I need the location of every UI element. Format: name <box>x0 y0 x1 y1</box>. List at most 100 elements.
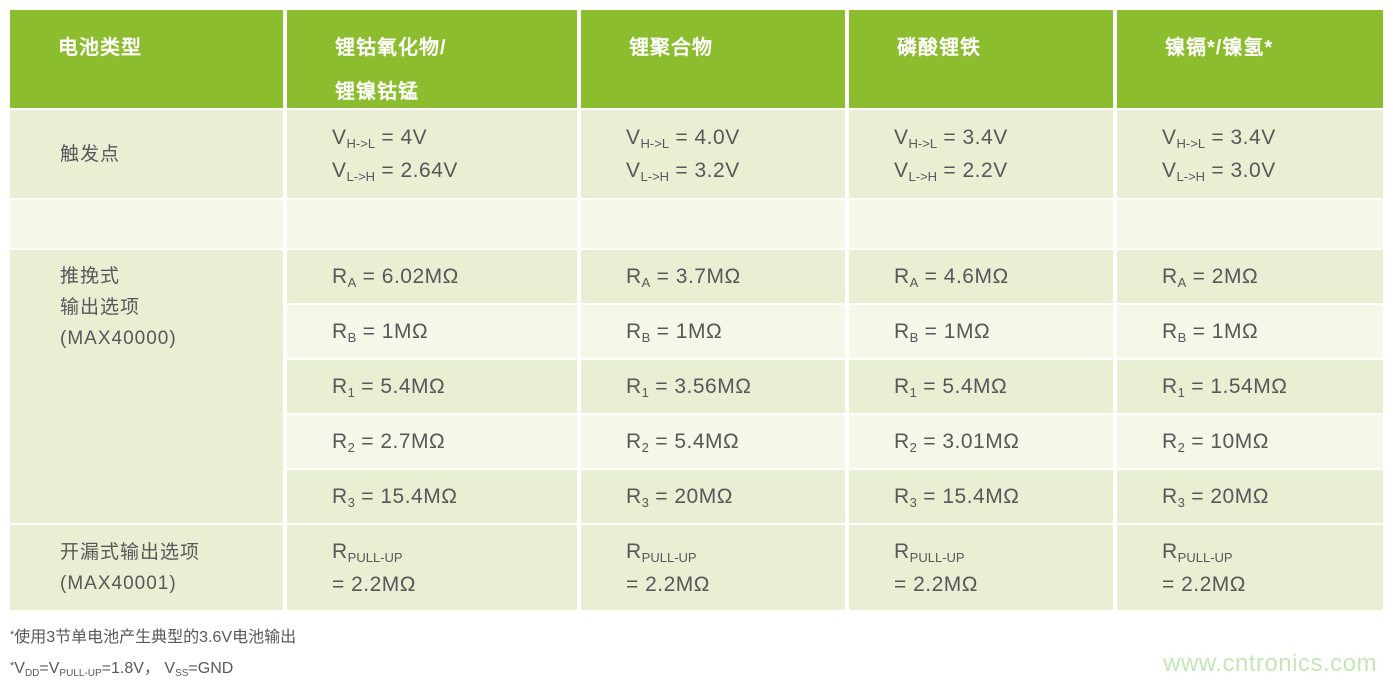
header-cell-nicd-nimh: 镍镉*/镍氢* <box>1117 10 1383 108</box>
ra-cell-col3: RA = 4.6MΩ <box>849 250 1113 303</box>
formula-symbol: R <box>332 375 348 398</box>
header-cell-lipo: 锂聚合物 <box>581 10 845 108</box>
formula-subscript: SS <box>175 668 189 679</box>
formula-subscript: 1 <box>347 385 355 400</box>
vlh-formula: VL->H = 2.64V <box>332 154 577 187</box>
formula-symbol: R <box>626 539 642 563</box>
formula-subscript: B <box>1177 330 1187 345</box>
r3-cell-col3: R3 = 15.4MΩ <box>849 470 1113 523</box>
formula-symbol: R <box>894 430 910 453</box>
header-cell-lifepo4: 磷酸锂铁 <box>849 10 1113 108</box>
formula-symbol: R <box>1162 430 1178 453</box>
vhl-formula: VH->L = 4V <box>332 121 577 154</box>
formula-subscript: 2 <box>641 440 649 455</box>
formula-subscript: 1 <box>641 385 649 400</box>
label-line: 推挽式 <box>60 266 121 287</box>
formula-value: = 2.2MΩ <box>1162 572 1246 596</box>
formula-subscript: B <box>641 330 651 345</box>
formula-value: = 5.4MΩ <box>354 375 446 398</box>
rb-formula: RB = 1MΩ <box>332 315 577 348</box>
r2-cell-col3: R2 = 3.01MΩ <box>849 415 1113 468</box>
formula-symbol: V <box>1162 159 1177 182</box>
formula-subscript: H->L <box>640 136 670 151</box>
formula-symbol: R <box>626 265 642 288</box>
trigger-cell-col1: VH->L = 4V VL->H = 2.64V <box>287 110 577 198</box>
footnote-text: =1.8V， V <box>101 660 176 677</box>
r1-formula: R1 = 5.4MΩ <box>894 370 1113 403</box>
formula-subscript: L->H <box>908 169 938 184</box>
r3-cell-col2: R3 = 20MΩ <box>581 470 845 523</box>
formula-symbol: V <box>332 126 347 149</box>
watermark-url: www.cntronics.com <box>1163 650 1377 677</box>
formula-symbol: R <box>1162 539 1178 563</box>
formula-subscript: 2 <box>347 440 355 455</box>
formula-symbol: R <box>332 320 348 343</box>
rpullup-formula: RPULL-UP <box>894 535 1113 568</box>
formula-subscript: A <box>347 275 357 290</box>
pullup-cell-col2: RPULL-UP = 2.2MΩ <box>581 525 845 610</box>
formula-value: = 3.56MΩ <box>648 375 752 398</box>
formula-value: = 3.7MΩ <box>650 265 741 288</box>
formula-symbol: R <box>894 265 910 288</box>
formula-subscript: PULL-UP <box>641 549 697 565</box>
formula-symbol: V <box>626 159 641 182</box>
header-line: 电池类型 <box>58 37 142 59</box>
r3-cell-col4: R3 = 20MΩ <box>1117 470 1383 523</box>
formula-subscript: B <box>909 330 919 345</box>
r2-cell-col2: R2 = 5.4MΩ <box>581 415 845 468</box>
formula-value: = 1MΩ <box>918 320 991 343</box>
rpullup-formula: RPULL-UP <box>332 535 577 568</box>
r3-formula: R3 = 20MΩ <box>1162 480 1383 513</box>
ra-formula: RA = 6.02MΩ <box>332 260 577 293</box>
spacer-cell <box>287 200 577 248</box>
r3-cell-col1: R3 = 15.4MΩ <box>287 470 577 523</box>
formula-subscript: A <box>1177 275 1187 290</box>
formula-value: = 5.4MΩ <box>916 375 1008 398</box>
header-line: 磷酸锂铁 <box>897 37 981 59</box>
ra-cell-col2: RA = 3.7MΩ <box>581 250 845 303</box>
header-cell-licoo2-nmc: 锂钴氧化物/ 锂镍钴锰 <box>287 10 577 108</box>
spacer-cell <box>581 200 845 248</box>
formula-symbol: V <box>894 126 909 149</box>
formula-symbol: R <box>1162 375 1178 398</box>
header-cell-battery-type: 电池类型 <box>10 10 283 108</box>
formula-subscript: PULL-UP <box>59 668 102 679</box>
formula-value: = 1MΩ <box>650 320 723 343</box>
formula-symbol: R <box>894 320 910 343</box>
formula-subscript: B <box>347 330 357 345</box>
rb-formula: RB = 1MΩ <box>1162 315 1383 348</box>
footnotes: *使用3节单电池产生典型的3.6V电池输出 *VDD=VPULL-UP=1.8V… <box>10 622 296 684</box>
formula-subscript: PULL-UP <box>347 549 403 565</box>
formula-subscript: 1 <box>1177 385 1185 400</box>
formula-subscript: 2 <box>909 440 917 455</box>
battery-comparison-table: 电池类型 锂钴氧化物/ 锂镍钴锰 锂聚合物 磷酸锂铁 镍镉*/镍氢* 触发点 V… <box>10 10 1383 610</box>
header-line: 锂聚合物 <box>629 37 713 59</box>
formula-value: = 1MΩ <box>356 320 429 343</box>
formula-symbol: R <box>332 265 348 288</box>
formula-value: = 2.2MΩ <box>626 572 710 596</box>
ra-cell-col1: RA = 6.02MΩ <box>287 250 577 303</box>
r2-cell-col4: R2 = 10MΩ <box>1117 415 1383 468</box>
rb-formula: RB = 1MΩ <box>894 315 1113 348</box>
r1-cell-col1: R1 = 5.4MΩ <box>287 360 577 413</box>
ra-formula: RA = 4.6MΩ <box>894 260 1113 293</box>
formula-subscript: 3 <box>909 495 917 510</box>
trigger-cell-col3: VH->L = 3.4V VL->H = 2.2V <box>849 110 1113 198</box>
pullup-cell-col3: RPULL-UP = 2.2MΩ <box>849 525 1113 610</box>
formula-value: = 2.2V <box>937 159 1008 182</box>
formula-symbol: V <box>332 159 347 182</box>
formula-subscript: A <box>909 275 919 290</box>
row-label-pushpull-max40000: 推挽式 输出选项 (MAX40000) <box>10 250 283 523</box>
rb-cell-col4: RB = 1MΩ <box>1117 305 1383 358</box>
formula-symbol: R <box>626 430 642 453</box>
formula-value: = 2.7MΩ <box>354 430 446 453</box>
rb-formula: RB = 1MΩ <box>626 315 845 348</box>
vhl-formula: VH->L = 3.4V <box>1162 121 1383 154</box>
formula-value: = 15.4MΩ <box>916 485 1020 508</box>
formula-symbol: R <box>1162 265 1178 288</box>
header-line: 锂镍钴锰 <box>335 81 419 103</box>
r2-formula: R2 = 5.4MΩ <box>626 425 845 458</box>
formula-symbol: R <box>332 485 348 508</box>
r2-cell-col1: R2 = 2.7MΩ <box>287 415 577 468</box>
formula-value: = 3.01MΩ <box>916 430 1020 453</box>
